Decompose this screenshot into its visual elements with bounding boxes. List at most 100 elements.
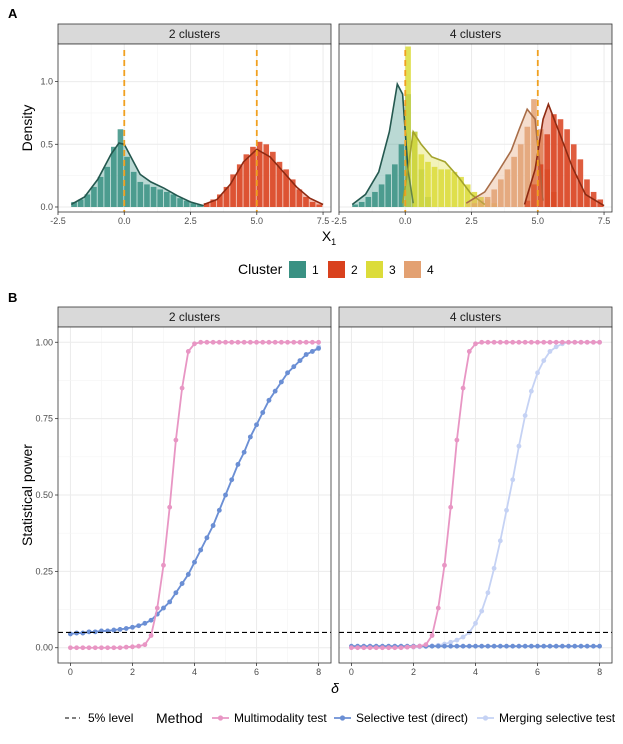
series-point: [229, 477, 235, 483]
series-point: [235, 339, 241, 345]
histogram-bar: [372, 191, 378, 207]
series-point: [597, 339, 602, 345]
series-point: [254, 339, 259, 345]
density-area: [352, 84, 414, 207]
series-point: [528, 339, 534, 345]
histogram-bar: [564, 129, 570, 207]
series-point: [272, 388, 278, 394]
legend-key-cluster-3: [366, 261, 383, 278]
legend-label: Merging selective test: [499, 711, 616, 725]
series-point: [173, 590, 179, 596]
series-point: [260, 339, 266, 345]
panel-border: [338, 43, 613, 213]
series-point: [291, 364, 297, 370]
legend-label: 1: [312, 263, 319, 277]
histogram-bar: [491, 189, 498, 207]
histogram-bar: [236, 164, 243, 207]
x-tick-label: 2: [130, 667, 135, 677]
x-tick-label: 8: [316, 667, 321, 677]
histogram-bar: [203, 203, 210, 207]
density-curve: [203, 148, 324, 206]
facet-label: 4 clusters: [450, 310, 501, 324]
histogram-bar: [250, 146, 256, 207]
series-point: [535, 339, 540, 345]
histogram-bar: [270, 151, 276, 207]
density-curve: [70, 142, 204, 207]
histogram-bar: [124, 156, 130, 207]
series-point: [566, 339, 571, 345]
density-curve: [465, 107, 544, 204]
histogram-bar: [471, 191, 478, 207]
series-point: [154, 605, 160, 611]
series-point: [522, 413, 528, 418]
histogram-bar: [411, 131, 418, 207]
series-point: [266, 339, 272, 345]
x-axis-title: δ: [331, 680, 339, 696]
density-area: [524, 104, 605, 207]
series-point: [278, 339, 284, 345]
series-point: [241, 339, 247, 345]
x-tick-label: 4: [473, 667, 478, 677]
series-point: [291, 339, 297, 345]
series-point: [74, 645, 80, 651]
histogram-bar: [84, 194, 91, 207]
x-tick-label: 8: [597, 667, 602, 677]
legend-label: Multimodality test: [234, 711, 327, 725]
histogram-bar: [283, 169, 289, 207]
series-point: [473, 341, 478, 347]
series-point: [229, 339, 235, 345]
series-point: [429, 643, 435, 649]
panel-1: 2 clusters 0 2 4 6 8 0.00 0.25 0.50 0.75 1.00: [35, 306, 332, 677]
histogram-bar: [365, 196, 372, 207]
series-point: [80, 645, 86, 651]
x-tick-label: 2.5: [465, 216, 478, 226]
series-point: [272, 339, 278, 345]
series-point: [285, 370, 290, 376]
series-point: [454, 637, 460, 643]
series-point: [404, 644, 410, 650]
histogram-bar: [243, 154, 250, 207]
series-point: [559, 643, 565, 649]
series-point: [516, 443, 522, 449]
y-tick-label: 0.00: [35, 643, 53, 653]
histogram-bar: [197, 204, 203, 207]
series-point: [479, 608, 485, 614]
x-tick-label: 6: [535, 667, 540, 677]
series-point: [355, 645, 361, 651]
x-tick-label: 4: [192, 667, 197, 677]
histogram-bar: [464, 184, 471, 207]
legend-label: Selective test (direct): [356, 711, 468, 725]
histogram-bar: [438, 169, 445, 207]
series-point: [479, 339, 485, 345]
series-point: [590, 643, 596, 649]
series-point: [185, 349, 191, 354]
method-legend: 5% level Method Multimodality test Selectiv…: [65, 710, 616, 726]
series-point: [148, 617, 154, 623]
panel-tag-b: B: [8, 290, 17, 305]
series-point: [491, 643, 497, 649]
series-point: [504, 643, 509, 649]
series-point: [590, 339, 596, 345]
series-point: [584, 643, 590, 649]
panel-2: 4 clusters 0 2 4 6 8: [338, 306, 613, 677]
series-point: [210, 523, 216, 528]
histogram-bar: [392, 164, 398, 207]
series-point: [442, 562, 447, 568]
series-point: [522, 339, 528, 345]
histogram-bar: [498, 179, 504, 207]
series-point: [448, 643, 454, 649]
x-axis-title-subscript: 1: [331, 237, 336, 247]
y-tick-label: 1.0: [40, 77, 53, 87]
legend-key-point: [482, 715, 489, 721]
histogram-bar: [524, 200, 531, 207]
density-curve: [523, 101, 605, 207]
series-point: [260, 410, 266, 415]
histogram-bar: [170, 194, 177, 207]
facet-label: 2 clusters: [169, 27, 220, 41]
series-point: [198, 339, 204, 345]
series-point: [528, 388, 534, 394]
series-point: [448, 504, 454, 510]
histogram-bar: [531, 184, 537, 207]
series-point: [547, 339, 553, 345]
series-point: [466, 643, 472, 649]
